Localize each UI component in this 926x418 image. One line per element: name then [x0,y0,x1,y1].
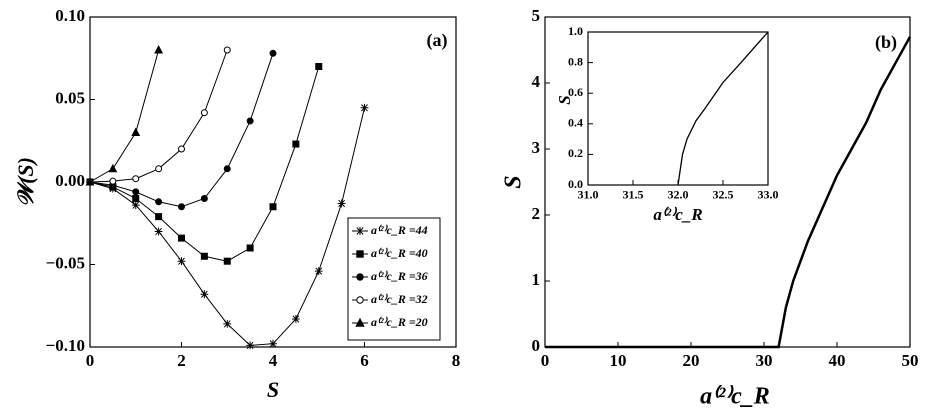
marker [200,195,208,202]
marker [132,175,140,183]
series-line [89,49,160,183]
legend-marker [356,296,364,304]
y-tick-label: 1.0 [568,24,583,38]
legend-box [347,217,441,341]
y-tick-label: −0.10 [46,336,85,355]
x-tick-label: 31.0 [578,188,599,202]
series-line [545,36,912,349]
marker [200,252,208,260]
marker [155,198,163,206]
legend-label: a⁽²⁾c_R =44 [371,223,428,237]
marker [132,188,140,196]
legend-label: a⁽²⁾c_R =36 [371,269,428,283]
series-line [677,31,769,186]
panel-label: (b) [875,32,897,53]
marker [132,195,140,202]
legend-label: a⁽²⁾c_R =32 [371,292,428,306]
marker [109,177,117,185]
y-tick-label: 2 [532,204,541,223]
marker [292,140,300,148]
marker [315,63,323,70]
y-axis-label: S [501,175,527,188]
marker [177,257,186,266]
y-tick-label: −0.05 [46,253,85,272]
y-tick-label: 0.2 [568,146,583,160]
x-tick-label: 40 [829,351,846,370]
panel-label: (a) [427,30,448,51]
x-tick-label: 33.0 [758,188,779,202]
legend-label: a⁽²⁾c_R =20 [371,315,428,329]
marker [223,46,231,54]
marker [131,127,141,136]
y-tick-label: 0.8 [568,54,583,68]
marker [246,341,255,350]
x-tick-label: 8 [452,351,461,370]
marker [85,177,95,186]
y-axis-label: 𝒲(S) [13,157,38,207]
x-tick-label: 31.5 [623,188,644,202]
legend-marker [355,226,365,236]
y-tick-label: 0.10 [55,6,85,25]
marker [154,45,164,54]
marker [337,199,346,208]
x-axis-label: S [267,377,279,402]
marker [360,103,369,112]
plot-frame [587,31,769,186]
y-tick-label: 4 [532,72,541,91]
x-tick-label: 6 [360,351,369,370]
marker [269,339,277,348]
legend-marker [355,317,365,327]
marker [200,109,208,117]
x-tick-label: 4 [269,351,278,370]
y-axis-label: S [555,95,574,104]
legend-label: a⁽²⁾c_R =40 [371,246,428,260]
y-tick-label: 5 [532,6,541,25]
y-tick-label: 3 [532,138,541,157]
marker [131,201,140,209]
x-tick-label: 10 [610,351,627,370]
marker [155,213,163,221]
marker [269,49,277,57]
x-tick-label: 30 [756,351,773,370]
marker [178,203,185,211]
y-tick-label: 0.05 [55,88,85,107]
marker [223,257,231,265]
x-axis-label: a⁽²⁾c_R [700,384,770,410]
marker [223,165,231,173]
x-axis-label: a⁽²⁾c_R [653,205,702,224]
marker [155,165,163,173]
marker [178,145,185,153]
marker [223,320,232,328]
y-tick-label: 0.4 [568,116,583,130]
marker [154,227,163,236]
marker [178,234,185,242]
marker [314,267,323,275]
y-tick-label: 0.00 [55,171,85,190]
y-tick-label: 1 [532,270,541,289]
y-tick-label: 0.6 [568,85,583,99]
x-tick-label: 0 [541,351,550,370]
marker [246,244,254,252]
marker [291,315,300,323]
legend-marker [356,273,364,281]
marker [246,117,254,125]
x-tick-label: 32.0 [668,188,689,202]
x-tick-label: 32.5 [713,188,734,202]
x-tick-label: 0 [86,351,95,370]
x-tick-label: 2 [177,351,186,370]
marker [200,290,209,299]
x-tick-label: 50 [902,351,919,370]
y-tick-label: 0 [532,336,541,355]
marker [269,203,277,211]
y-tick-label: 0.0 [568,177,583,191]
marker [108,163,118,173]
legend-marker [356,250,364,258]
x-tick-label: 20 [683,351,700,370]
